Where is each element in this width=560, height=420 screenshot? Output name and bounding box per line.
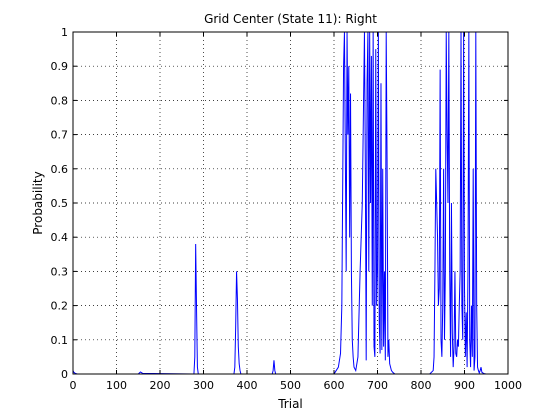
- x-tick-label: 400: [237, 379, 258, 392]
- x-tick-label: 100: [106, 379, 127, 392]
- grid-lines: [73, 32, 508, 374]
- x-tick-label: 500: [280, 379, 301, 392]
- y-tick-label: 0.4: [51, 231, 69, 244]
- y-tick-label: 0.6: [51, 163, 69, 176]
- x-tick-label: 200: [150, 379, 171, 392]
- y-tick-label: 0.2: [51, 300, 69, 313]
- y-tick-label: 0.5: [51, 197, 69, 210]
- x-axis-ticks: 0 100 200 300 400 500 600 700 800 900 1000: [70, 32, 522, 392]
- x-tick-label: 300: [193, 379, 214, 392]
- series-line-1: [72, 31, 508, 375]
- y-tick-label: 0.3: [51, 265, 69, 278]
- y-tick-label: 1: [61, 26, 68, 39]
- x-tick-label: 0: [70, 379, 77, 392]
- y-tick-label: 0.7: [51, 129, 69, 142]
- x-axis-label: Trial: [277, 397, 303, 411]
- series-layer: [72, 31, 508, 375]
- y-axis-label: Probability: [31, 171, 45, 234]
- x-tick-label: 700: [367, 379, 388, 392]
- chart-title: Grid Center (State 11): Right: [204, 12, 377, 26]
- x-tick-label: 600: [324, 379, 345, 392]
- x-tick-label: 800: [411, 379, 432, 392]
- y-tick-label: 0.9: [51, 60, 69, 73]
- y-tick-label: 0.8: [51, 94, 69, 107]
- y-axis-ticks: 0 0.1 0.2 0.3 0.4 0.5 0.6 0.7 0.8 0.9 1: [51, 26, 508, 381]
- x-tick-label: 900: [454, 379, 475, 392]
- y-tick-label: 0: [61, 368, 68, 381]
- y-tick-label: 0.1: [51, 334, 69, 347]
- x-tick-label: 1000: [494, 379, 522, 392]
